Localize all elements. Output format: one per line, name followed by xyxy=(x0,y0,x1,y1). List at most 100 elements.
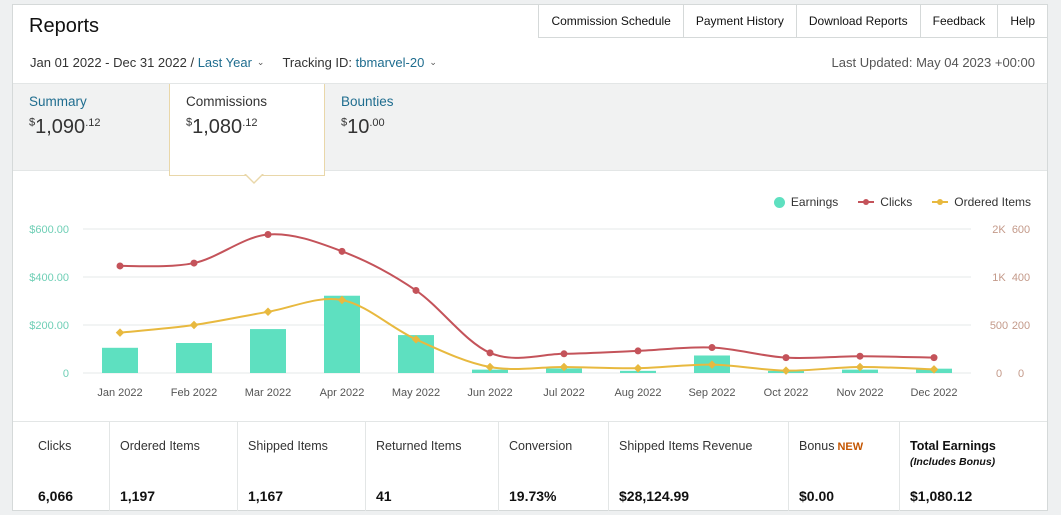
tab-bounties-value: $10.00 xyxy=(341,116,385,138)
clicks-point xyxy=(634,347,642,355)
commission-schedule-button[interactable]: Commission Schedule xyxy=(539,5,683,37)
legend-swatch-earnings xyxy=(773,196,785,208)
stat-shipped-items-revenue: Shipped Items Revenue $28,124.99 xyxy=(608,422,788,511)
stat-clicks: Clicks 6,066 xyxy=(38,439,74,504)
clicks-point xyxy=(856,352,864,360)
x-axis-tick-label: Jun 2022 xyxy=(467,387,512,399)
tab-summary-label: Summary xyxy=(29,94,87,109)
clicks-point xyxy=(190,259,198,267)
stat-shipped-items: Shipped Items 1,167 xyxy=(237,422,365,511)
legend-swatch-clicks xyxy=(858,199,875,205)
earnings-bar xyxy=(176,343,212,373)
ordered-items-line xyxy=(119,298,935,372)
clicks-axis-tick-label: 2K xyxy=(992,224,1006,236)
chevron-down-icon[interactable]: ⌄ xyxy=(256,57,265,67)
ordered-items-point xyxy=(559,362,569,372)
legend-item-clicks[interactable]: Clicks xyxy=(858,195,912,209)
date-range-text: Jan 01 2022 - Dec 31 2022 / xyxy=(30,55,195,70)
earnings-bar xyxy=(324,295,360,373)
legend-item-ordered-items[interactable]: Ordered Items xyxy=(932,195,1031,209)
new-badge: NEW xyxy=(837,441,864,453)
earnings-bar xyxy=(250,329,286,373)
tracking-id-dropdown[interactable]: tbmarvel-20 xyxy=(355,55,425,70)
stat-conversion: Conversion 19.73% xyxy=(498,422,608,511)
clicks-axis-tick-label: 0 xyxy=(996,368,1002,380)
clicks-point xyxy=(486,349,494,357)
x-axis-tick-label: Dec 2022 xyxy=(910,387,957,399)
clicks-point xyxy=(708,344,716,352)
ordered-items-point xyxy=(263,307,273,317)
clicks-point xyxy=(782,354,790,362)
stat-total-earnings: Total Earnings (Includes Bonus) $1,080.12 xyxy=(899,422,1047,511)
left-axis-tick-label: $600.00 xyxy=(29,224,69,236)
ordered-items-point xyxy=(189,320,199,330)
x-axis-tick-label: Sep 2022 xyxy=(688,387,735,399)
tab-commissions-label: Commissions xyxy=(186,94,268,109)
ordered-items-point xyxy=(411,335,421,344)
earnings-bar xyxy=(472,369,508,373)
tab-summary-value: $1,090.12 xyxy=(29,116,101,138)
earnings-bar xyxy=(102,347,138,373)
x-axis-tick-label: Mar 2022 xyxy=(245,387,291,399)
ordered-items-point xyxy=(485,362,495,372)
summary-tabs: Summary $1,090.12 Commissions $1,080.12 … xyxy=(13,83,1047,176)
active-tab-pointer xyxy=(244,173,264,184)
left-axis-tick-label: $400.00 xyxy=(29,272,69,284)
legend-item-earnings[interactable]: Earnings xyxy=(773,195,838,209)
clicks-point xyxy=(338,247,346,255)
feedback-button[interactable]: Feedback xyxy=(919,5,998,37)
clicks-axis-tick-label: 500 xyxy=(990,320,1008,332)
reports-panel: Reports Commission Schedule Payment Hist… xyxy=(12,4,1048,511)
payment-history-button[interactable]: Payment History xyxy=(682,5,796,37)
x-axis-tick-label: Apr 2022 xyxy=(320,387,365,399)
help-button[interactable]: Help xyxy=(997,5,1047,37)
clicks-axis-tick-label: 1K xyxy=(992,272,1006,284)
clicks-point xyxy=(116,262,124,270)
x-axis-tick-label: Feb 2022 xyxy=(171,387,217,399)
clicks-point xyxy=(930,354,938,362)
ordered-items-point xyxy=(707,360,717,369)
x-axis-tick-label: Aug 2022 xyxy=(614,387,661,399)
ordered-axis-tick-label: 200 xyxy=(1012,320,1030,332)
tab-summary[interactable]: Summary $1,090.12 xyxy=(13,84,169,172)
clicks-point xyxy=(560,350,568,358)
clicks-point xyxy=(412,286,420,294)
stat-ordered-items: Ordered Items 1,197 xyxy=(109,422,237,511)
stats-bar: Clicks 6,066 Ordered Items 1,197 Shipped… xyxy=(13,421,1047,511)
x-axis-tick-label: Jul 2022 xyxy=(543,387,585,399)
ordered-items-point xyxy=(855,362,865,372)
clicks-point xyxy=(264,231,272,239)
clicks-line xyxy=(119,233,935,360)
ordered-items-point xyxy=(781,366,791,375)
stat-bonus: Bonus NEW $0.00 xyxy=(788,422,899,511)
earnings-bar xyxy=(842,369,878,373)
tab-commissions[interactable]: Commissions $1,080.12 xyxy=(169,84,325,176)
x-axis-tick-label: Nov 2022 xyxy=(836,387,883,399)
ordered-items-point xyxy=(337,295,347,305)
tracking-id-label: Tracking ID: xyxy=(282,55,353,70)
ordered-axis-tick-label: 0 xyxy=(1018,368,1024,380)
earnings-chart: $600.00 2K 600 $400.00 1K 400 $200.00 500 200 0 0 0… xyxy=(29,224,1030,399)
x-axis-tick-label: Jan 2022 xyxy=(97,387,142,399)
ordered-axis-tick-label: 400 xyxy=(1012,272,1030,284)
left-axis-tick-label: $200.00 xyxy=(29,320,69,332)
chevron-down-icon[interactable]: ⌄ xyxy=(429,57,437,67)
x-axis-tick-label: Oct 2022 xyxy=(764,387,809,399)
x-axis-tick-label: May 2022 xyxy=(392,387,440,399)
filter-row: Jan 01 2022 - Dec 31 2022 / Last Year ⌄ … xyxy=(30,55,437,70)
legend-swatch-ordered-items xyxy=(932,199,949,205)
report-toolbar: Commission Schedule Payment History Down… xyxy=(538,4,1048,38)
ordered-items-point xyxy=(929,365,939,374)
tab-bounties-label: Bounties xyxy=(341,94,394,109)
last-updated-text: Last Updated: May 04 2023 +00:00 xyxy=(831,55,1035,70)
stat-returned-items: Returned Items 41 xyxy=(365,422,498,511)
chart-legend: Earnings Clicks Ordered Items xyxy=(754,195,1031,209)
ordered-axis-tick-label: 600 xyxy=(1012,224,1030,236)
tab-commissions-value: $1,080.12 xyxy=(186,116,258,138)
ordered-items-point xyxy=(115,328,125,337)
page-title: Reports xyxy=(29,15,100,37)
download-reports-button[interactable]: Download Reports xyxy=(795,5,920,37)
tab-bounties[interactable]: Bounties $10.00 xyxy=(325,84,481,172)
date-preset-dropdown[interactable]: Last Year xyxy=(197,55,252,70)
left-axis-tick-label: 0 xyxy=(63,368,69,380)
